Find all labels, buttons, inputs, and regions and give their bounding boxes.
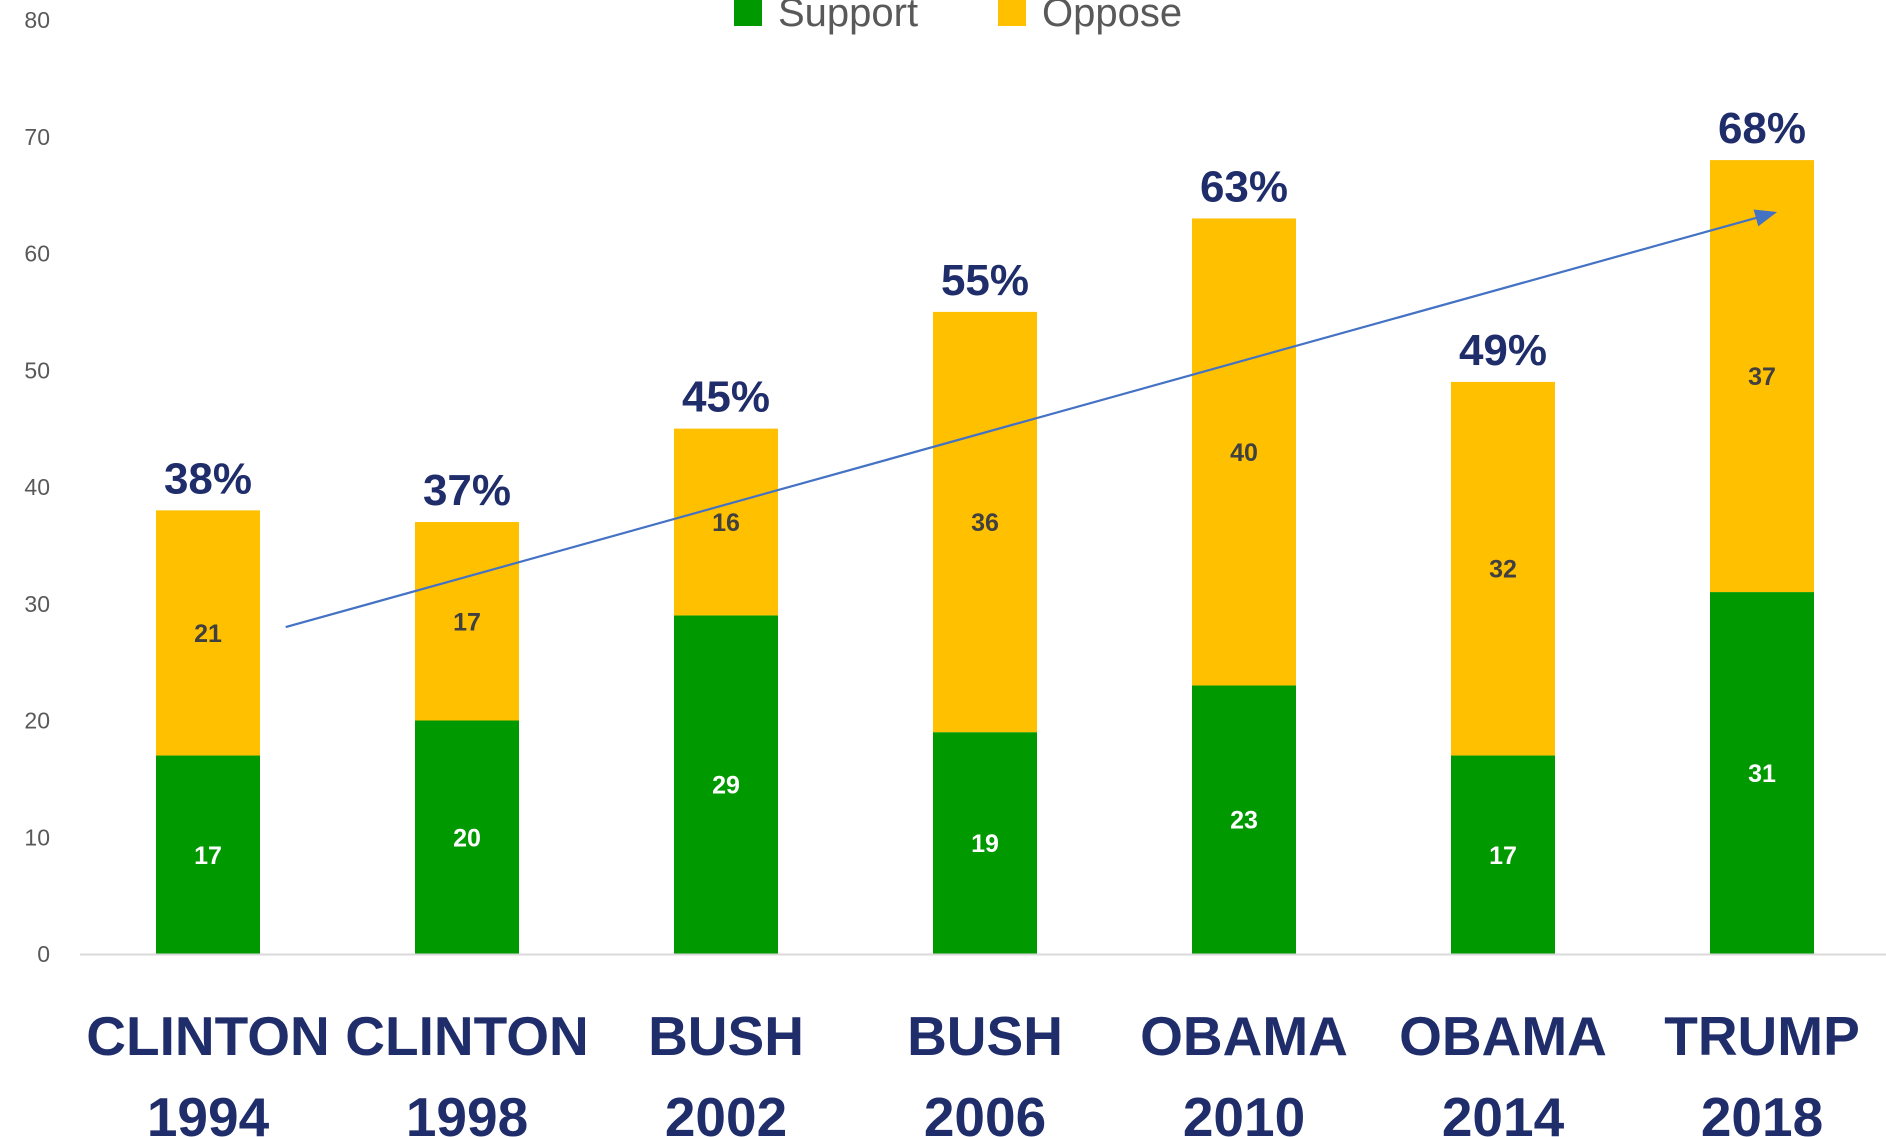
category-label-line2: 2002	[665, 1086, 787, 1137]
category-label-line1: OBAMA	[1399, 1005, 1607, 1067]
category-label-line1: BUSH	[907, 1005, 1063, 1067]
bar-segment-support	[933, 732, 1037, 954]
data-label-support: 19	[971, 830, 999, 858]
category-label-line2: 2006	[924, 1086, 1046, 1137]
data-label-oppose: 32	[1489, 556, 1517, 584]
y-axis: 0 10 20 30 40 50 60 70 80	[24, 7, 50, 967]
bar-segment-support	[1451, 755, 1555, 954]
data-label-support: 23	[1230, 807, 1258, 835]
total-label: 63%	[1200, 162, 1288, 211]
data-label-support: 31	[1748, 760, 1776, 788]
bar-segment-oppose	[1451, 381, 1555, 756]
category-label-line2: 1998	[406, 1086, 528, 1137]
total-label: 55%	[941, 256, 1029, 305]
legend-label-support: Support	[778, 0, 918, 35]
category-label-line1: CLINTON	[86, 1005, 329, 1067]
bar-segment-support	[1192, 685, 1296, 954]
total-label: 45%	[682, 373, 770, 422]
bar-segment-oppose	[1710, 160, 1814, 593]
total-label: 68%	[1718, 104, 1806, 153]
total-label: 38%	[164, 454, 252, 503]
category-label-line2: 1994	[147, 1086, 270, 1137]
bar-segment-oppose	[415, 522, 519, 721]
x-axis: CLINTON 1994 CLINTON 1998 BUSH 2002 BUSH 2006 OB…	[80, 953, 1886, 1137]
data-label-support: 29	[712, 772, 740, 800]
category-label-line2: 2018	[1701, 1086, 1823, 1137]
data-label-support: 17	[194, 842, 222, 870]
bar-segment-oppose	[156, 510, 260, 756]
bar-segment-oppose	[674, 428, 778, 616]
legend-swatch-oppose	[998, 0, 1026, 26]
data-label-oppose: 36	[971, 509, 999, 537]
data-label-oppose: 21	[194, 620, 222, 648]
y-tick-label: 0	[37, 941, 50, 967]
legend: Support Oppose	[734, 0, 1182, 35]
bar-segment-oppose	[933, 311, 1037, 733]
category-label-line2: 2014	[1442, 1086, 1565, 1137]
category-label-line1: TRUMP	[1664, 1005, 1860, 1067]
y-tick-label: 40	[24, 474, 50, 500]
total-label: 49%	[1459, 326, 1547, 375]
y-tick-label: 20	[24, 708, 50, 734]
category-label-line1: OBAMA	[1140, 1005, 1348, 1067]
trend-line	[285, 209, 1778, 629]
category-label-line1: CLINTON	[345, 1005, 588, 1067]
bar-segment-oppose	[1192, 218, 1296, 686]
data-label-support: 17	[1489, 842, 1517, 870]
trend-arrow	[285, 209, 1778, 629]
category-label-line2: 2010	[1183, 1086, 1305, 1137]
legend-label-oppose: Oppose	[1042, 0, 1182, 35]
bar-segment-support	[674, 615, 778, 954]
y-tick-label: 30	[24, 591, 50, 617]
y-tick-label: 80	[24, 7, 50, 33]
bars: 17 21 38% 20 17 37% 29 16 45% 19 36 55% 23 40 63% 17 32 4…	[156, 104, 1814, 954]
data-label-oppose: 16	[712, 509, 740, 537]
data-label-support: 20	[453, 824, 481, 852]
bar-segment-support	[156, 755, 260, 954]
category-label-line1: BUSH	[648, 1005, 804, 1067]
y-tick-label: 60	[24, 241, 50, 267]
data-label-oppose: 40	[1230, 439, 1258, 467]
y-tick-label: 10	[24, 824, 50, 850]
data-label-oppose: 37	[1748, 363, 1776, 391]
bar-segment-support	[1710, 592, 1814, 954]
y-tick-label: 70	[24, 124, 50, 150]
data-label-oppose: 17	[453, 608, 481, 636]
bar-segment-support	[415, 720, 519, 954]
total-label: 37%	[423, 466, 511, 515]
legend-swatch-support	[734, 0, 762, 26]
y-tick-label: 50	[24, 357, 50, 383]
